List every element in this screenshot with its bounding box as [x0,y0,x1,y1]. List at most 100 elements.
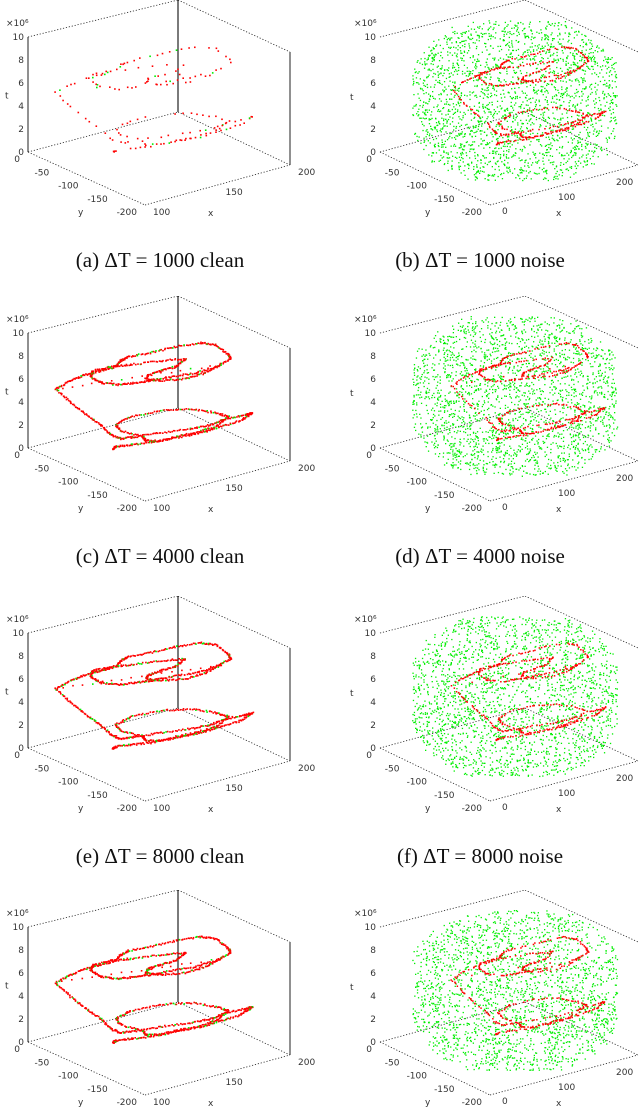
caption-c: (c) ΔT = 4000 clean [0,544,320,569]
t-tick-label: 10 [365,629,377,639]
caption-suffix: noise [520,248,564,272]
t-multiplier: ×10⁶ [354,315,377,325]
x-tick-label: 150 [226,1078,243,1088]
t-tick-label: 4 [18,398,24,408]
caption-label: (f) [397,844,418,868]
t-multiplier: ×10⁶ [6,615,29,625]
t-tick-label: 4 [18,992,24,1002]
caption-label: (b) [395,248,420,272]
caption-suffix: noise [519,844,563,868]
t-tick-label: 8 [18,352,24,362]
grid-edge [28,296,178,333]
t-tick-label: 8 [370,56,376,66]
t-tick-label: 8 [370,946,376,956]
caption-label: (d) [395,544,420,568]
equals-sign: = [136,248,148,272]
t-tick-label: 8 [370,652,376,662]
x-tick-label: 0 [502,1097,508,1107]
caption-suffix: clean [200,248,244,272]
caption-label: (a) [76,248,99,272]
x-axis-label: x [208,805,214,815]
y-tick-label: 0 [366,1045,372,1055]
y-tick-label: -150 [87,791,108,801]
t-tick-label: 2 [18,125,24,135]
y-tick-label: -150 [434,195,455,205]
x-tick-label: 100 [558,1083,575,1093]
x-tick-label: 150 [226,484,243,494]
caption-suffix: clean [200,844,244,868]
y-axis-label: y [425,1098,431,1108]
t-tick-label: 6 [18,79,24,89]
t-tick-label: 6 [370,79,376,89]
trajectory-series [55,342,254,451]
y-tick-label: -200 [462,504,483,514]
delta-symbol: ΔT [104,844,130,868]
caption-label: (c) [76,544,99,568]
t-tick-label: 2 [18,1015,24,1025]
y-tick-label: -150 [434,491,455,501]
y-tick-label: -150 [434,791,455,801]
x-tick-label: 200 [298,1058,315,1068]
y-tick-label: -50 [35,464,50,474]
x-axis-label: x [556,209,562,219]
t-tick-label: 4 [370,992,376,1002]
t-tick-label: 10 [365,33,377,43]
y-tick-label: -200 [462,208,483,218]
y-axis-label: y [425,504,431,514]
t-tick-label: 10 [365,329,377,339]
y-tick-label: -200 [117,208,138,218]
y-tick-label: -200 [117,804,138,814]
x-tick-label: 150 [226,188,243,198]
x-tick-label: 100 [153,1098,170,1108]
x-tick-label: 100 [153,504,170,514]
y-axis-label: y [425,804,431,814]
t-multiplier: ×10⁶ [6,19,29,29]
trajectory-series [451,342,606,441]
y-tick-label: 0 [14,751,20,761]
y-tick-label: -200 [462,804,483,814]
equals-sign: = [136,544,148,568]
t-tick-label: 6 [18,375,24,385]
delta-symbol: ΔT [425,544,451,568]
t-multiplier: ×10⁶ [354,909,377,919]
x-axis-label: x [208,1099,214,1109]
noise-events-series [412,910,618,1071]
t-tick-label: 2 [370,421,376,431]
y-axis-label: y [78,208,84,218]
y-tick-label: -200 [117,504,138,514]
caption-d: (d) ΔT = 4000 noise [320,544,640,569]
y-tick-label: -100 [407,182,428,192]
caption-suffix: clean [200,544,244,568]
t-tick-label: 4 [18,102,24,112]
y-tick-label: 0 [366,155,372,165]
equals-sign: = [456,544,468,568]
y-tick-label: 0 [14,1045,20,1055]
t-tick-label: 8 [370,352,376,362]
t-tick-label: 2 [370,1015,376,1025]
t-tick-label: 8 [18,946,24,956]
y-axis-label: y [78,1098,84,1108]
caption-e: (e) ΔT = 8000 clean [0,844,320,869]
noise-events-series [412,20,618,181]
y-axis-label: y [78,504,84,514]
t-axis-label: t [350,689,354,699]
grid-edge [28,890,178,927]
delta-symbol: ΔT [423,844,449,868]
grid-edge [28,596,178,633]
noise-events-series [412,616,618,777]
y-tick-label: -150 [87,1085,108,1095]
y-tick-label: -200 [117,1098,138,1108]
y-tick-label: 0 [14,155,20,165]
